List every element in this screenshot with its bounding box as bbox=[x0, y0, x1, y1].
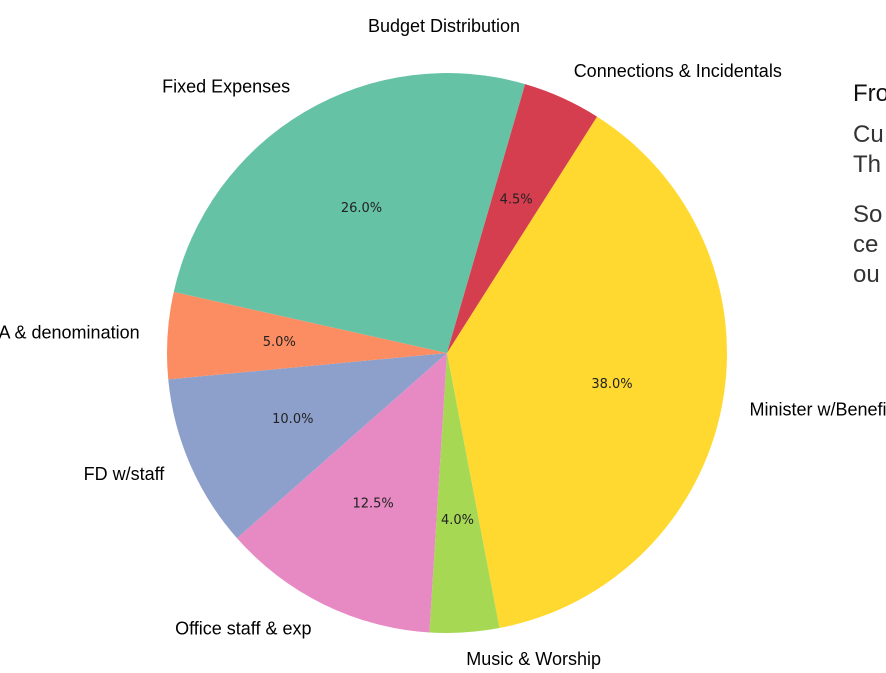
pie-slice-uua-denomination bbox=[166, 291, 447, 380]
pie-label-connections-incidentals: Connections & Incidentals bbox=[574, 61, 782, 81]
pie-label-office-staff-exp: Office staff & exp bbox=[175, 618, 311, 638]
pie-percent-label-fd-w-staff: 10.0% bbox=[272, 412, 313, 427]
pie-slices bbox=[166, 73, 727, 634]
pie-percent-label-fixed-expenses: 26.0% bbox=[341, 201, 382, 216]
chart-title: Budget Distribution bbox=[368, 16, 520, 36]
pie-percent-label-connections-incidentals: 4.5% bbox=[500, 192, 533, 207]
side-heading: Fro bbox=[853, 80, 886, 107]
pie-percent-label-minister-w-benefits: 38.0% bbox=[591, 377, 632, 392]
side-paragraph-1: Cu Th bbox=[853, 120, 886, 180]
side-line-2: Th bbox=[853, 151, 882, 178]
side-line-5: ou bbox=[853, 261, 880, 288]
side-line-3: So bbox=[853, 201, 883, 228]
side-line-4: ce bbox=[853, 231, 879, 258]
pie-slice-office-staff-exp bbox=[236, 353, 447, 633]
side-text-panel: Fro Cu Th So ce ou bbox=[853, 80, 886, 310]
side-line-1: Cu bbox=[853, 121, 884, 148]
pie-percent-labels: 38.0% 4.0% 12.5% 10.0% 5.0% 26.0% 4.5% bbox=[263, 192, 633, 528]
pie-slice-fd-w-staff bbox=[168, 353, 448, 539]
pie-label-uua-denomination: UUA & denomination bbox=[0, 322, 140, 342]
side-paragraph-2: So ce ou bbox=[853, 200, 886, 290]
pie-outer-labels: Minister w/Benefits Music & Worship Office… bbox=[0, 61, 886, 669]
pie-percent-label-office-staff-exp: 12.5% bbox=[352, 496, 393, 511]
pie-percent-label-music-worship: 4.0% bbox=[441, 513, 474, 528]
pie-slice-connections-incidentals bbox=[447, 84, 598, 354]
pie-slice-minister-w-benefits bbox=[447, 116, 727, 629]
pie-slice-music-worship bbox=[429, 353, 500, 634]
pie-label-music-worship: Music & Worship bbox=[466, 649, 601, 669]
pie-label-minister-w-benefits: Minister w/Benefits bbox=[750, 399, 886, 419]
pie-label-fd-w-staff: FD w/staff bbox=[84, 464, 166, 484]
pie-slice-fixed-expenses bbox=[173, 73, 526, 353]
pie-percent-label-uua-denomination: 5.0% bbox=[263, 335, 296, 350]
pie-label-fixed-expenses: Fixed Expenses bbox=[162, 77, 290, 97]
